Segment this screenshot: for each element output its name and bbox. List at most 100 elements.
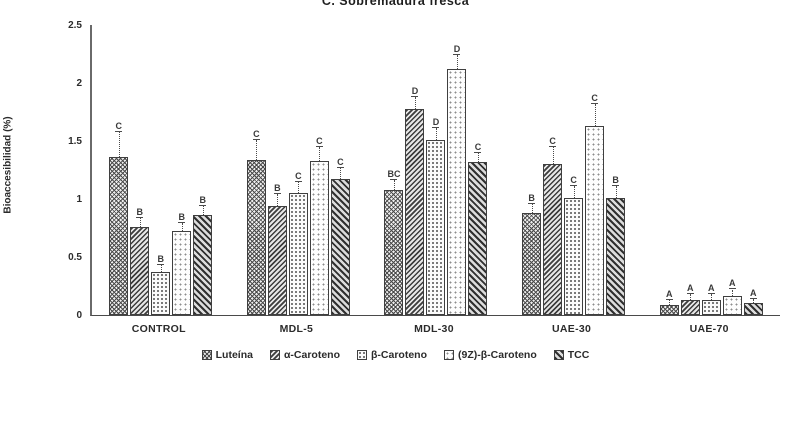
significance-letter: C [337,156,344,167]
significance-letter: A [665,288,673,299]
error-bar [732,289,734,297]
error-bar-cap [294,180,302,182]
error-bar [118,131,120,158]
significance-letter: A [728,278,736,289]
significance-letter: C [591,92,598,103]
error-bar [690,294,692,300]
significance-letter: B [178,212,186,223]
y-tick-label: 0 [76,310,82,321]
significance-letter: C [316,135,323,146]
error-bar [573,186,575,198]
bar [606,197,626,315]
bar [447,69,467,315]
bar [193,215,213,315]
error-bar-cap [528,202,536,204]
y-tick-label: 0.5 [68,252,82,263]
y-tick-label: 1.5 [68,136,82,147]
legend-label: (9Z)-β-Caroteno [458,349,537,361]
significance-letter: A [707,283,715,294]
error-bar-cap [432,127,440,129]
error-bar [414,96,416,109]
bar [680,299,700,315]
significance-letter: C [115,120,123,131]
legend-swatch [553,350,564,360]
error-bar [298,181,300,194]
bar [722,296,742,315]
significance-letter: B [528,192,535,203]
bar-group-mdl-5: C B C C C [230,25,368,315]
error-bar [202,205,204,216]
error-bar [552,146,554,165]
x-category-label: CONTROL [131,323,186,335]
y-tick-label: 1 [76,194,82,205]
bar [522,212,542,315]
legend-swatch [269,350,280,360]
error-bar-cap [115,130,123,132]
bar [585,125,605,315]
error-bar [319,146,321,161]
significance-letter: C [295,170,302,181]
error-bar-cap [157,264,165,266]
error-bar-cap [612,185,620,187]
bar [384,189,404,315]
error-bar-cap [707,293,715,295]
error-bar-cap [315,145,323,147]
legend-item: β-Caroteno [357,349,427,361]
bar-group-control: C B B B B [92,25,230,315]
error-bar [477,152,479,162]
error-bar [139,217,141,227]
legend-swatch [444,350,455,360]
error-bar [531,203,533,213]
error-bar-cap [136,216,144,218]
legend-item: (9Z)-β-Caroteno [444,349,537,361]
significance-letter: C [570,175,577,186]
legend-label: β-Caroteno [371,349,428,361]
error-bar-cap [591,102,599,104]
significance-letter: B [136,206,144,217]
bar [468,161,488,315]
bar [543,164,563,315]
legend-swatch [357,350,368,360]
bar [743,303,763,315]
legend: Luteína α-Caroteno β-Caroteno (9Z)-β-Carote… [0,349,791,361]
x-category-label: MDL-30 [414,323,454,335]
error-bar-cap [178,222,186,224]
error-bar-cap [474,151,482,153]
plot-area: C B B B B C B C C C BC D D D C B C C C B A A A A A [90,25,780,316]
chart-title: C. Sobremadura fresca [321,0,470,8]
significance-letter: B [157,254,165,265]
bar [151,272,171,315]
bar [564,197,584,315]
significance-letter: C [549,135,556,146]
y-axis-ticks: 0 0.5 1 1.5 2 2.5 [46,20,82,321]
error-bar [435,128,437,140]
error-bar [456,55,458,70]
error-bar [753,298,755,304]
significance-letter: D [411,85,419,96]
significance-letter: A [749,287,757,298]
bar-group-mdl-30: BC D D D C [367,25,505,315]
legend-label: α-Caroteno [283,349,341,361]
significance-letter: C [474,141,482,152]
bar [267,205,287,315]
significance-letter: C [253,128,260,139]
legend-label: TCC [567,349,590,361]
significance-letter: BC [387,169,401,180]
significance-letter: A [686,283,694,294]
error-bar-cap [199,204,207,206]
y-tick-label: 2 [76,78,82,89]
error-bar [256,139,258,160]
error-bar-cap [453,54,461,56]
significance-letter: B [199,194,207,205]
y-tick-label: 2.5 [68,20,82,31]
error-bar [393,180,395,190]
bar [405,108,425,315]
bar-group-uae-30: B C C C B [505,25,643,315]
bar [426,139,446,315]
bar [309,160,329,315]
x-category-label: UAE-30 [552,323,592,335]
error-bar-cap [570,185,578,187]
bar [172,231,192,315]
x-category-label: MDL-5 [279,323,314,335]
